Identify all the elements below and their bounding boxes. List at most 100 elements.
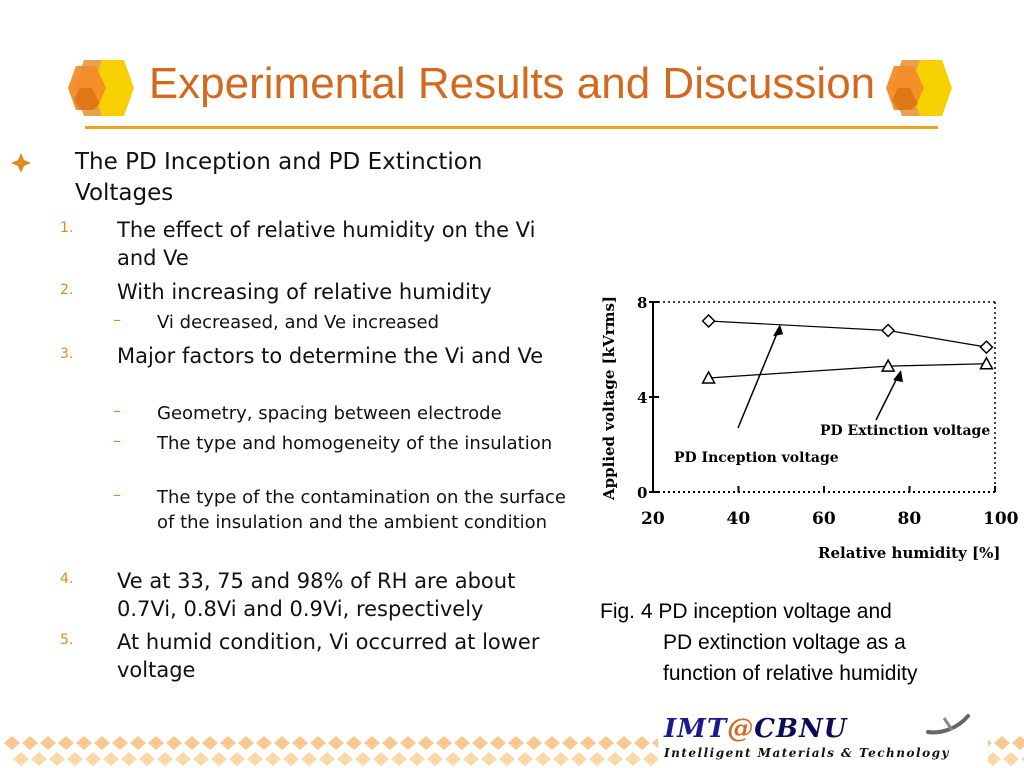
footer-diamond — [436, 736, 452, 750]
sub-list-item-text: Vi decreased, and Ve increased — [157, 312, 440, 333]
footer-diamond — [1012, 736, 1024, 750]
footer-diamond — [229, 752, 245, 766]
slide-title: Experimental Results and Discussion — [148, 59, 876, 108]
footer-diamond — [589, 752, 605, 766]
footer-diamond — [175, 752, 191, 766]
footer-diamond — [454, 736, 470, 750]
logo-swoosh-icon — [926, 714, 970, 735]
hexagon-decoration-left — [68, 60, 134, 116]
footer-diamond — [634, 736, 650, 750]
logo-wordmark: IMT@CBNU — [664, 714, 847, 744]
footer-diamond — [1003, 752, 1019, 766]
series-line — [708, 363, 987, 379]
footer-diamond — [337, 752, 353, 766]
annotation-label: PD Inception voltage — [674, 450, 839, 466]
footer-diamond — [508, 736, 524, 750]
footer-diamond — [985, 752, 1001, 766]
list-item-text: At humid condition, Vi occurred at lower… — [117, 630, 540, 682]
dash-marker: – — [113, 485, 121, 504]
title-underline — [85, 126, 938, 129]
list-number: 1. — [60, 220, 74, 236]
footer-diamond — [535, 752, 551, 766]
footer-diamond — [625, 752, 641, 766]
footer-diamond — [553, 752, 569, 766]
list-number: 4. — [60, 571, 74, 587]
logo-at: @ — [727, 714, 755, 744]
footer-diamond — [31, 752, 47, 766]
logo-imt: IMT — [664, 714, 728, 744]
footer-diamond — [139, 752, 155, 766]
sub-list-item-text: The type of the contamination on the sur… — [157, 487, 566, 533]
footer-diamond — [301, 752, 317, 766]
footer-diamond — [445, 752, 461, 766]
footer-diamond — [319, 752, 335, 766]
footer-diamond — [427, 752, 443, 766]
x-tick-label: 60 — [812, 509, 836, 529]
footer-diamond — [391, 752, 407, 766]
footer-diamond — [166, 736, 182, 750]
dash-marker: – — [113, 401, 121, 420]
footer-diamond — [517, 752, 533, 766]
footer-diamond — [346, 736, 362, 750]
footer-diamond — [4, 736, 20, 750]
footer-diamond — [58, 736, 74, 750]
footer-diamond — [193, 752, 209, 766]
footer-diamond — [121, 752, 137, 766]
logo-subtitle: Intelligent Materials & Technology — [664, 746, 950, 760]
series-line — [708, 320, 987, 348]
footer-diamond — [580, 736, 596, 750]
footer-diamond — [202, 736, 218, 750]
footer-diamond — [76, 736, 92, 750]
footer-diamond — [94, 736, 110, 750]
caption-line: PD extinction voltage as a — [663, 631, 906, 654]
footer-diamond — [13, 752, 29, 766]
annotation-arrowhead — [893, 370, 903, 383]
data-point — [979, 356, 994, 370]
y-tick-label: 8 — [637, 294, 647, 312]
caption-line: function of relative humidity — [663, 662, 918, 685]
caption-line: Fig. 4 PD inception voltage and — [600, 600, 892, 623]
list-item-text: With increasing of relative humidity — [117, 280, 492, 304]
hexagon-decoration-right — [886, 60, 952, 116]
footer-diamond — [103, 752, 119, 766]
list-item-text: Ve at 33, 75 and 98% of RH are about 0.7… — [117, 569, 516, 621]
footer-diamond — [157, 752, 173, 766]
main-bullet-heading: The PD Inception and PD Extinction Volta… — [75, 149, 483, 206]
footer-diamond — [355, 752, 371, 766]
footer-diamond — [382, 736, 398, 750]
footer-diamond — [463, 752, 479, 766]
footer-diamond — [148, 736, 164, 750]
footer-diamond — [472, 736, 488, 750]
footer-diamond — [571, 752, 587, 766]
annotation-arrowhead — [773, 324, 783, 337]
footer-diamond — [238, 736, 254, 750]
footer-diamond — [49, 752, 65, 766]
bullet-content: The PD Inception and PD Extinction Volta… — [11, 149, 566, 682]
list-number: 2. — [60, 282, 74, 298]
footer-diamond — [994, 736, 1010, 750]
x-tick-label: 40 — [727, 509, 751, 529]
footer-diamond — [220, 736, 236, 750]
annotation-label: PD Extinction voltage — [820, 423, 990, 439]
footer-diamond — [211, 752, 227, 766]
footer-diamond — [364, 736, 380, 750]
footer-diamond — [1021, 756, 1024, 762]
footer-diamond — [481, 752, 497, 766]
footer-diamond — [490, 736, 506, 750]
annotation-arrow — [737, 325, 781, 429]
footer-diamond — [265, 752, 281, 766]
footer-diamond — [112, 736, 128, 750]
dash-marker: – — [113, 310, 121, 329]
data-point — [979, 340, 994, 355]
footer-diamond — [400, 736, 416, 750]
list-item-text: The effect of relative humidity on the V… — [117, 218, 536, 270]
data-point — [880, 358, 896, 372]
x-tick-label: 20 — [641, 509, 665, 529]
footer-diamond — [247, 752, 263, 766]
list-number: 3. — [60, 346, 74, 362]
y-tick-label: 0 — [637, 484, 647, 502]
y-tick-label: 4 — [637, 389, 647, 407]
footer-diamond — [292, 736, 308, 750]
footer-diamond — [310, 736, 326, 750]
